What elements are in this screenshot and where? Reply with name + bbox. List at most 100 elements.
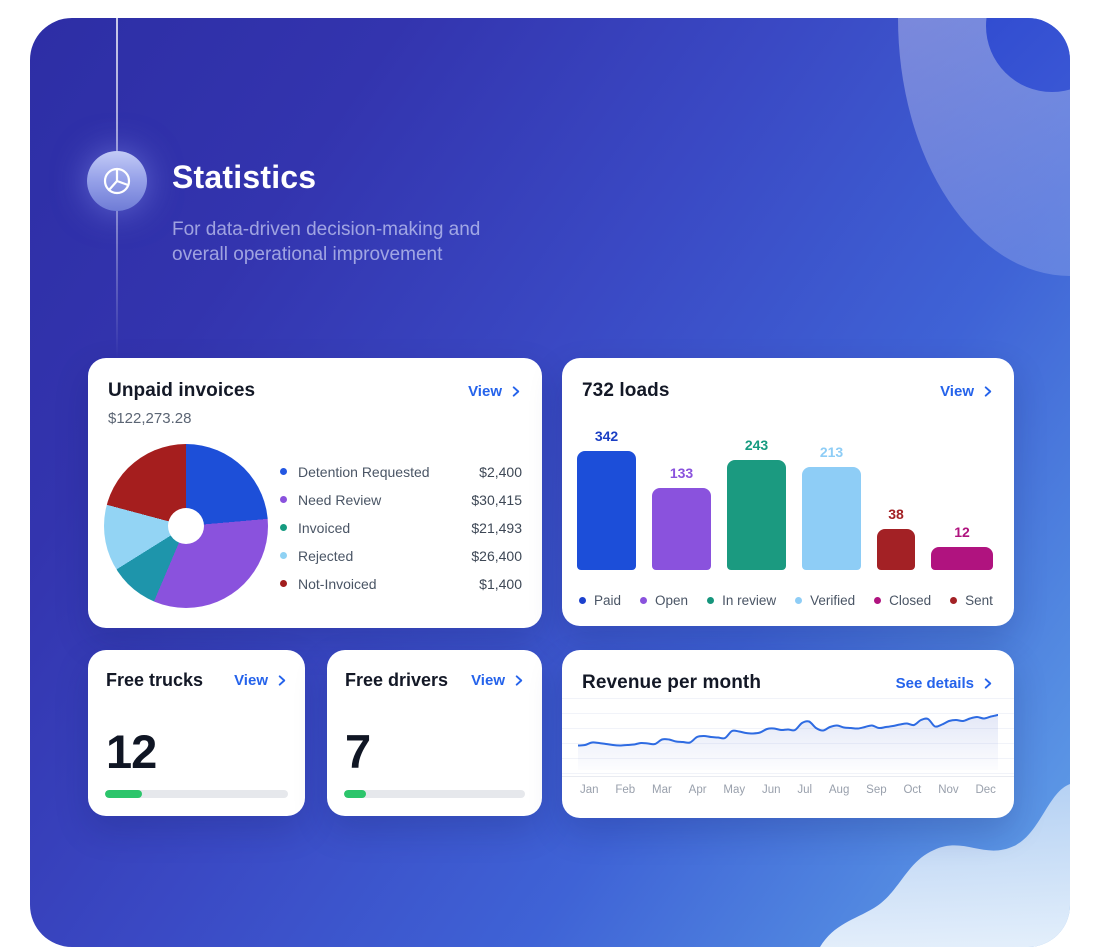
- legend-label: In review: [722, 593, 777, 608]
- loads-view-link[interactable]: View: [940, 383, 994, 400]
- legend-dot: [280, 496, 287, 503]
- month-label: Sep: [866, 784, 887, 796]
- legend-dot: [874, 597, 882, 604]
- legend-label: Sent: [965, 593, 993, 608]
- bar[interactable]: [802, 467, 861, 570]
- month-label: Dec: [975, 784, 996, 796]
- legend-label: Not-Invoiced: [298, 575, 377, 592]
- free-drivers-title: Free drivers: [345, 670, 449, 690]
- free-drivers-card: Free drivers View 7: [327, 650, 542, 816]
- legend-value: $26,400: [471, 547, 522, 564]
- legend-dot: [280, 580, 287, 587]
- loads-legend-item: Closed: [874, 593, 931, 608]
- legend-dot: [795, 597, 803, 604]
- legend-dot: [579, 597, 586, 604]
- free-trucks-count: 12: [106, 725, 157, 778]
- loads-legend-item: Open: [640, 593, 688, 608]
- loads-card: 732 loads View 342 133 243 213 38 12 Paid Open…: [562, 358, 1014, 626]
- month-label: May: [723, 784, 746, 796]
- loads-bar-chart: 342 133 243 213 38 12: [577, 428, 993, 570]
- unpaid-invoices-pie-chart: [104, 444, 268, 608]
- view-label: View: [471, 672, 505, 689]
- bar[interactable]: [931, 547, 993, 570]
- unpaid-total-amount: $122,273.28: [108, 410, 192, 427]
- legend-dot: [280, 524, 287, 531]
- legend-label: Need Review: [298, 491, 382, 508]
- loads-legend-item: Paid: [579, 593, 621, 608]
- month-label: Nov: [938, 784, 959, 796]
- see-details-label: See details: [895, 674, 974, 692]
- dashboard-background: Statistics For data-driven decision-maki…: [30, 18, 1070, 947]
- unpaid-invoices-title: Unpaid invoices: [108, 380, 256, 401]
- chevron-right-icon: [984, 385, 992, 397]
- legend-dot: [707, 597, 715, 604]
- bar[interactable]: [577, 451, 636, 570]
- legend-row: Not-Invoiced $1,400: [280, 574, 522, 593]
- legend-label: Rejected: [298, 547, 354, 564]
- legend-value: $2,400: [479, 463, 522, 480]
- legend-dot: [640, 597, 648, 604]
- free-trucks-card: Free trucks View 12: [88, 650, 305, 816]
- bar-value-label: 133: [669, 465, 694, 481]
- bar-column: 213: [802, 428, 861, 570]
- free-drivers-progress-fill: [344, 790, 366, 798]
- pie-chart-icon: [103, 167, 131, 195]
- legend-label: Invoiced: [298, 519, 351, 536]
- loads-legend-item: Sent: [950, 593, 993, 608]
- month-label: Mar: [652, 784, 672, 796]
- legend-row: Invoiced $21,493: [280, 518, 522, 537]
- revenue-card: Revenue per month See details Jan Feb Mar A…: [562, 650, 1014, 818]
- bar-column: 243: [727, 428, 786, 570]
- legend-dot: [280, 552, 287, 559]
- month-label: Jun: [761, 784, 781, 796]
- legend-dot: [950, 597, 958, 604]
- unpaid-invoices-card: Unpaid invoices View $122,273.28 Detenti…: [88, 358, 542, 628]
- free-trucks-progress-fill: [105, 790, 142, 798]
- bar-column: 38: [877, 428, 915, 570]
- legend-dot: [280, 468, 287, 475]
- unpaid-invoices-legend: Detention Requested $2,400 Need Review $30,…: [280, 462, 522, 593]
- free-trucks-view-link[interactable]: View: [234, 672, 288, 689]
- chevron-right-icon: [278, 675, 286, 686]
- bar[interactable]: [727, 460, 786, 570]
- statistics-icon-circle: [87, 151, 147, 211]
- month-label: Aug: [828, 784, 850, 796]
- free-trucks-progress-track: [105, 790, 288, 798]
- chevron-right-icon: [515, 675, 523, 686]
- revenue-see-details-link[interactable]: See details: [896, 675, 994, 692]
- unpaid-invoices-view-link[interactable]: View: [468, 383, 522, 400]
- free-drivers-view-link[interactable]: View: [471, 672, 525, 689]
- chevron-right-icon: [984, 677, 992, 689]
- legend-value: $21,493: [471, 519, 522, 536]
- free-trucks-title: Free trucks: [106, 670, 204, 690]
- bar-value-label: 342: [594, 428, 619, 444]
- loads-legend-item: Verified: [795, 593, 855, 608]
- legend-label: Closed: [889, 593, 932, 608]
- bar[interactable]: [877, 529, 915, 570]
- bar-value-label: 213: [819, 444, 844, 460]
- bar-value-label: 243: [744, 437, 769, 453]
- legend-row: Rejected $26,400: [280, 546, 522, 565]
- revenue-line-chart: [578, 714, 998, 770]
- legend-label: Paid: [594, 593, 622, 608]
- loads-title: 732 loads: [582, 380, 670, 401]
- view-label: View: [468, 382, 502, 400]
- loads-legend: Paid Open In review Verified Closed Sent: [579, 593, 993, 608]
- bar-column: 12: [931, 428, 993, 570]
- loads-legend-item: In review: [707, 593, 776, 608]
- revenue-axis-separator: [562, 776, 1014, 777]
- free-drivers-count: 7: [345, 725, 371, 778]
- bar-value-label: 12: [954, 524, 970, 540]
- bar-column: 133: [652, 428, 711, 570]
- month-label: Jul: [797, 784, 813, 796]
- view-label: View: [234, 672, 268, 689]
- view-label: View: [940, 382, 974, 400]
- bar-column: 342: [577, 428, 636, 570]
- chevron-right-icon: [512, 385, 520, 397]
- legend-value: $1,400: [479, 575, 522, 592]
- decorative-wave-bottom-right: [820, 784, 1070, 947]
- bar[interactable]: [652, 488, 711, 570]
- month-label: Apr: [688, 784, 707, 796]
- legend-row: Need Review $30,415: [280, 490, 522, 509]
- revenue-title: Revenue per month: [582, 672, 762, 693]
